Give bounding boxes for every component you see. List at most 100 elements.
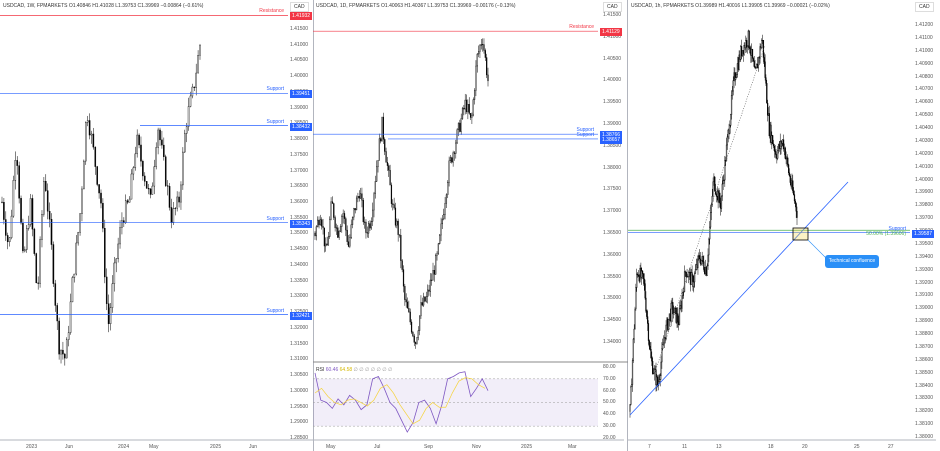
price-tick: 1.40200	[915, 150, 934, 157]
candle-body	[642, 273, 645, 280]
candle-body	[176, 196, 178, 209]
candle-body	[475, 65, 477, 91]
candle-body	[443, 214, 445, 220]
price-tick: 1.40700	[915, 86, 934, 93]
price-tick: 1.34500	[290, 246, 309, 253]
price-tick: 1.38400	[915, 382, 934, 389]
candle-body	[130, 173, 133, 200]
candle-body	[48, 211, 51, 220]
candle-body	[660, 361, 662, 376]
candle-body	[73, 273, 76, 278]
candle-body	[694, 269, 697, 274]
candle-body	[419, 315, 421, 331]
candle-body	[24, 249, 26, 252]
price-tick: 1.30500	[290, 372, 309, 379]
time-tick: 7	[648, 444, 651, 450]
candle-body	[472, 99, 474, 116]
candle-body	[631, 384, 633, 388]
candle-body	[420, 302, 422, 317]
candle-body	[653, 368, 655, 374]
price-tick: 1.39800	[915, 202, 934, 209]
candle-body	[138, 134, 140, 146]
candle-body	[447, 182, 449, 195]
candle-body	[351, 216, 354, 225]
candle-body	[349, 237, 351, 247]
candle-body	[322, 226, 324, 229]
candle-body	[697, 256, 699, 268]
candle-body	[751, 48, 754, 59]
price-tick: 1.38200	[915, 408, 934, 415]
candle-body	[170, 207, 173, 223]
daily-chart-panel[interactable]	[313, 0, 628, 451]
time-tick: Mar	[568, 444, 577, 450]
candle-body	[195, 72, 197, 88]
candle-body	[50, 219, 53, 245]
candle-body	[759, 46, 761, 59]
candle-body	[1, 201, 3, 203]
candle-body	[637, 274, 639, 277]
rsi-tick: 60.00	[603, 387, 616, 394]
candle-body	[164, 156, 167, 186]
candle-body	[662, 342, 665, 345]
candle-body	[347, 241, 350, 247]
candle-body	[96, 166, 98, 185]
candle-body	[714, 176, 716, 191]
candle-body	[388, 165, 390, 171]
time-tick: 11	[682, 444, 688, 450]
price-tick: 1.38800	[915, 331, 934, 337]
time-tick: 2025	[521, 444, 533, 450]
candle-body	[743, 45, 745, 55]
support-price-tag: 1.38432	[290, 122, 313, 131]
candle-body	[448, 160, 450, 183]
candle-body	[153, 166, 156, 187]
candle-body	[25, 228, 28, 250]
candle-body	[60, 349, 62, 355]
time-tick: May	[326, 444, 336, 450]
weekly-chart-panel[interactable]	[0, 0, 314, 451]
candle-body	[113, 262, 116, 284]
candle-body	[56, 305, 58, 322]
candle-body	[724, 159, 726, 181]
candle-body	[720, 195, 723, 209]
candle-body	[794, 200, 796, 204]
candle-body	[406, 301, 409, 309]
candle-body	[792, 180, 794, 192]
candle-body	[145, 181, 148, 189]
candle-body	[355, 197, 358, 211]
candle-body	[486, 57, 488, 76]
candle-body	[345, 218, 347, 231]
candle-body	[706, 265, 708, 276]
candle-body	[39, 239, 41, 284]
candle-body	[361, 193, 363, 201]
candle-body	[140, 144, 142, 162]
candle-body	[682, 292, 684, 296]
candle-body	[166, 185, 169, 187]
price-tick: 1.40500	[603, 55, 622, 62]
candle-body	[629, 404, 631, 412]
candle-body	[393, 204, 395, 209]
candle-body	[440, 223, 442, 236]
candle-body	[795, 203, 797, 212]
candle-body	[178, 196, 180, 203]
candle-body	[471, 114, 473, 118]
candle-body	[384, 139, 386, 152]
candle-body	[33, 228, 36, 254]
rsi-legend: RSI 60.46 64.58 ∅ ∅ ∅ ∅ ∅ ∅ ∅	[316, 367, 392, 373]
currency-label: CAD	[915, 2, 934, 12]
candle-body	[484, 50, 486, 58]
candle-body	[632, 338, 634, 361]
price-tick: 1.36000	[290, 199, 309, 206]
candle-body	[432, 270, 434, 281]
candle-body	[683, 271, 686, 292]
callout-pointer	[807, 239, 827, 259]
candle-body	[789, 175, 791, 183]
price-tick: 1.35500	[603, 273, 622, 280]
price-tick: 1.35000	[603, 295, 622, 302]
candle-body	[410, 321, 413, 333]
candle-body	[20, 198, 22, 224]
time-tick: 2023	[26, 444, 38, 450]
candle-body	[191, 86, 194, 97]
rsi-tick: 50.00	[603, 399, 616, 406]
candle-body	[439, 234, 441, 244]
